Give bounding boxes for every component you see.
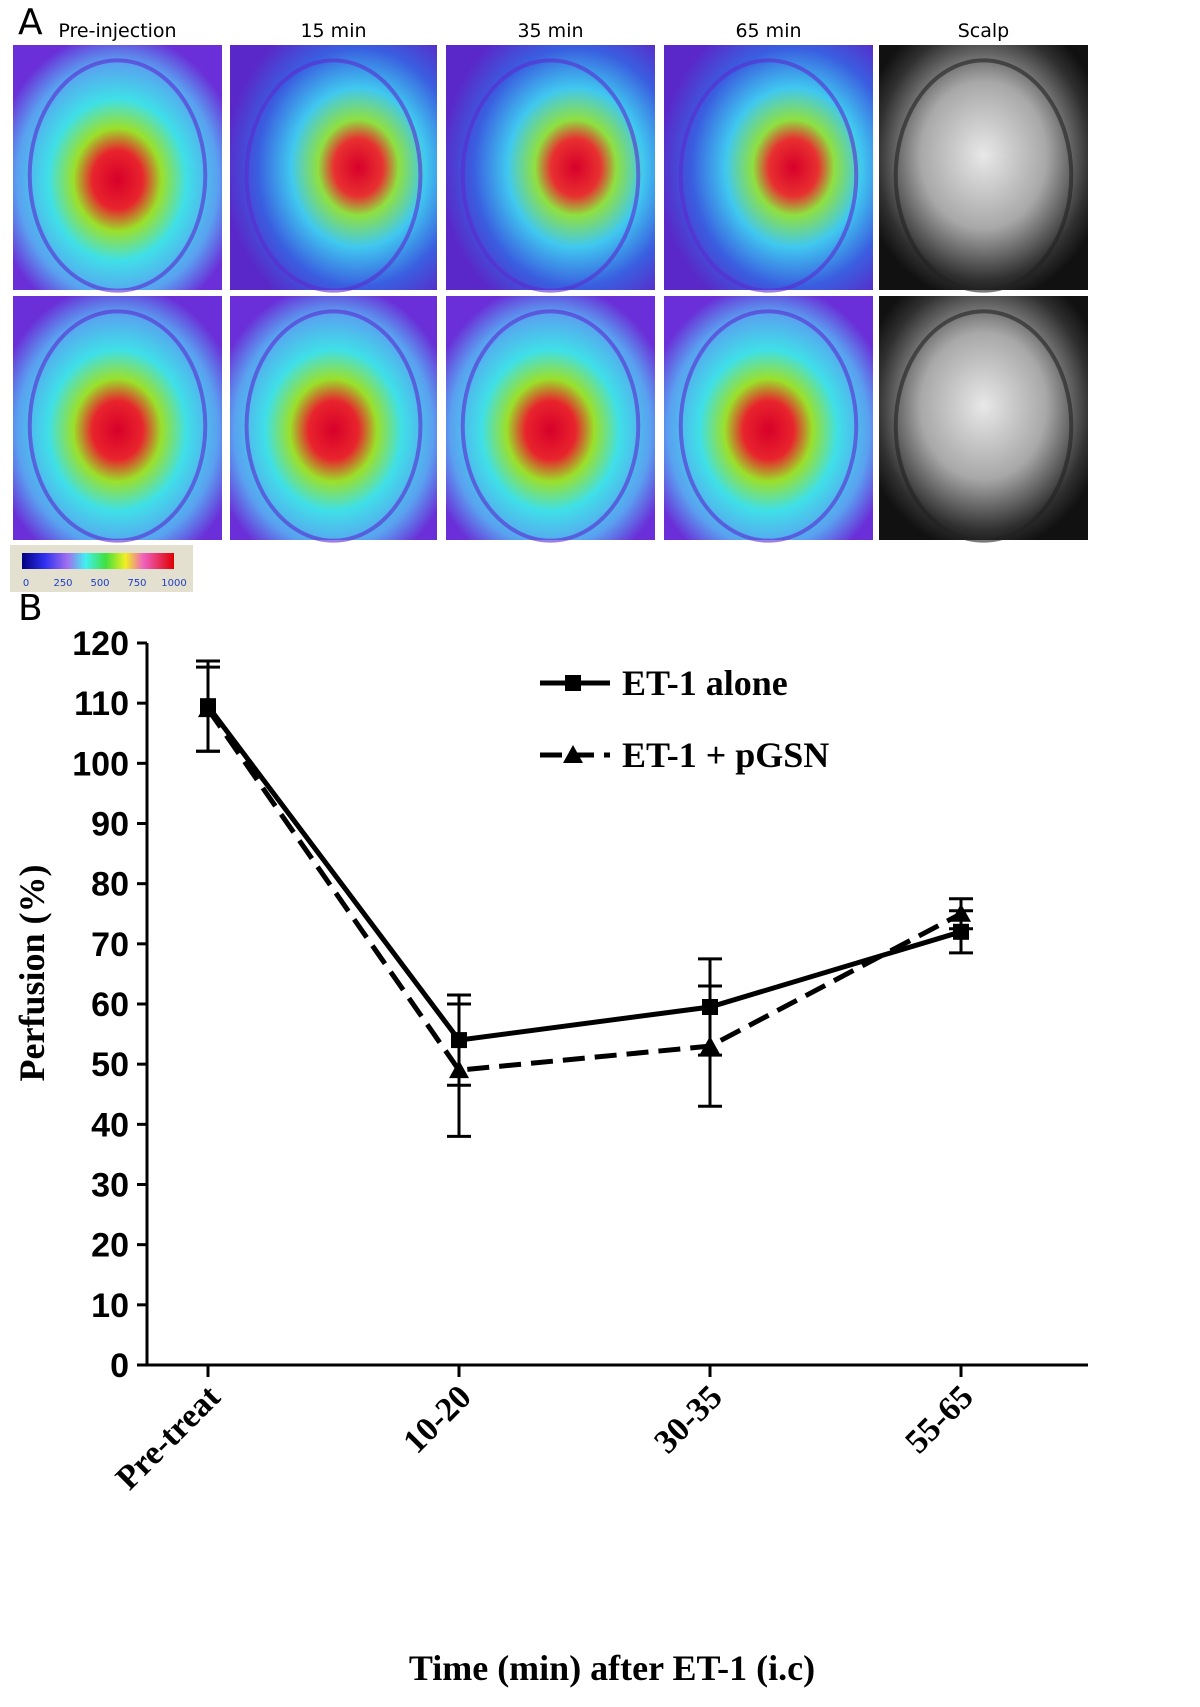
x-tick-label: 55-65 [898,1378,980,1460]
image [230,296,437,540]
image [13,45,222,290]
image [446,296,655,540]
image [879,45,1088,290]
image-outline [893,309,1074,543]
image-outline [27,58,208,293]
image [664,45,873,290]
legend-label: ET-1 + pGSN [622,735,829,775]
column-title: 65 min [735,20,801,42]
y-tick-label: 120 [72,625,129,663]
legend-marker [565,675,581,691]
x-tick-label: 10-20 [396,1378,478,1460]
marker [700,1036,720,1055]
image [446,45,655,290]
panel-label: B [18,588,43,629]
image-outline [460,309,641,543]
legend-label: ET-1 alone [622,663,788,703]
scale-label: 250 [53,578,72,589]
image-outline [244,309,423,543]
x-tick-label: 30-35 [647,1378,729,1460]
y-tick-label: 100 [72,745,129,783]
column-title: 15 min [300,20,366,42]
image-outline [893,58,1074,293]
scale-label: 1000 [161,578,186,589]
y-tick-label: 30 [91,1167,129,1205]
scale-label: 0 [23,578,29,589]
x-axis-title: Time (min) after ET-1 (i.c) [409,1648,815,1688]
series-line [205,707,963,1073]
y-tick-label: 50 [91,1046,129,1084]
image-outline [678,58,859,293]
image [664,296,873,540]
image-outline [27,309,208,543]
image [230,45,437,290]
marker [449,1060,469,1079]
color-scale [22,553,174,569]
image-grid [13,45,1088,543]
y-tick-label: 80 [91,866,129,904]
column-title: Scalp [958,20,1010,42]
image [879,296,1088,540]
y-tick-label: 90 [91,806,129,844]
y-tick-label: 0 [110,1347,129,1385]
image-outline [244,58,423,293]
marker [198,699,218,718]
y-axis-title: Perfusion (%) [12,865,52,1082]
scale-label: 750 [127,578,146,589]
y-tick-label: 60 [91,986,129,1024]
y-tick-label: 20 [91,1227,129,1265]
y-tick-label: 40 [91,1106,129,1144]
series-line [206,704,962,1043]
y-tick-label: 70 [91,926,129,964]
x-tick-label: Pre-treat [109,1378,228,1497]
legend-marker [563,745,583,763]
column-title: Pre-injection [58,20,176,42]
image [13,296,222,540]
marker [951,903,971,922]
image-outline [678,309,859,543]
y-tick-label: 110 [74,685,129,723]
image-outline [460,58,641,293]
y-tick-label: 10 [91,1287,129,1325]
panel-label: A [18,2,43,43]
scale-label: 500 [90,578,109,589]
column-title: 35 min [517,20,583,42]
